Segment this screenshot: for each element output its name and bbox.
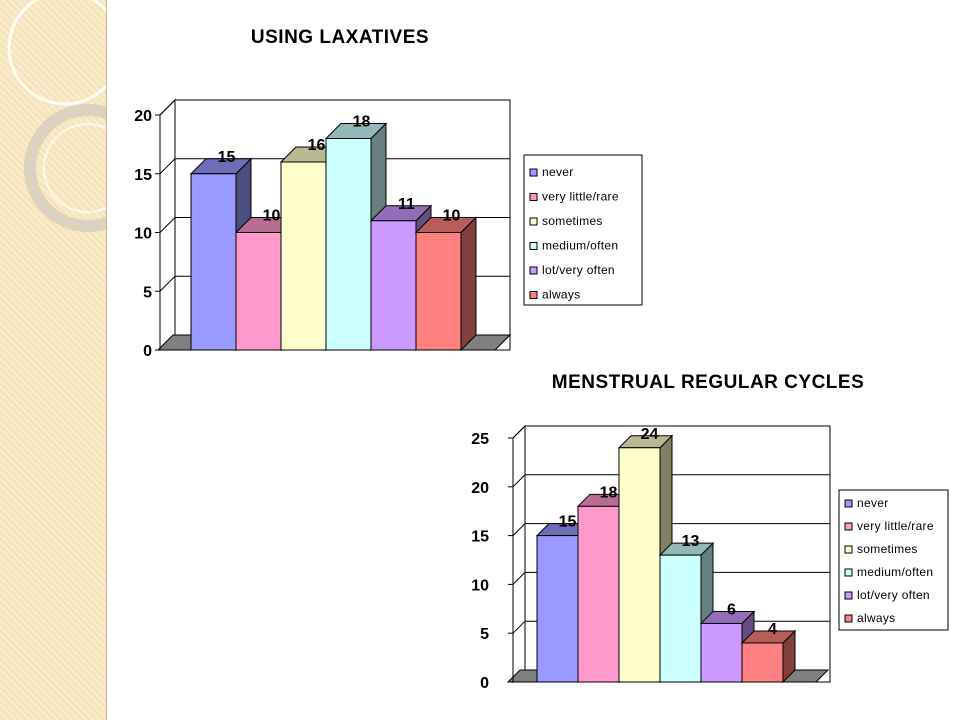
bar-front — [325, 138, 372, 351]
data-label: 6 — [727, 601, 736, 618]
plot-area: 0 5 10 15 20 25 15 18 24 13 6 4 never very little/rar… — [471, 424, 949, 692]
legend-swatch — [844, 591, 853, 600]
legend-label: never — [857, 496, 889, 510]
bar-front — [280, 161, 327, 351]
y-tick-label: 20 — [471, 480, 489, 497]
legend-label: sometimes — [857, 542, 918, 556]
legend-swatch — [844, 522, 853, 531]
bar-front — [370, 220, 417, 351]
data-label: 10 — [443, 208, 461, 225]
legend-swatch — [529, 168, 538, 177]
bar-front — [235, 232, 282, 351]
plot-area: 0 5 10 15 20 15 10 16 18 11 10 never very little/rar… — [134, 98, 643, 360]
bar-front — [415, 232, 462, 351]
gridline — [512, 571, 830, 585]
bar-front — [659, 554, 702, 683]
legend: never very little/rare sometimes medium/oft… — [838, 489, 949, 631]
decorative-sidebar — [0, 0, 107, 720]
legend-swatch — [529, 242, 538, 250]
chart-menstrual-regular-cycles: MENSTRUAL REGULAR CYCLES 0 5 10 15 20 25 15 18 2… — [471, 372, 949, 692]
y-tick-label: 5 — [143, 284, 152, 301]
legend-label: medium/often — [542, 239, 618, 253]
bar — [414, 216, 478, 352]
legend-label: always — [542, 288, 580, 302]
legend-label: lot/very often — [542, 263, 615, 277]
data-label: 10 — [263, 208, 281, 225]
legend-swatch — [844, 499, 853, 508]
y-tick-label: 15 — [471, 529, 489, 546]
bar-front — [741, 642, 784, 683]
legend-swatch — [844, 568, 853, 577]
legend-label: very little/rare — [542, 190, 619, 204]
data-label: 18 — [353, 114, 371, 131]
bar-front — [618, 447, 661, 683]
legend: never very little/rare sometimes medium/oft… — [523, 154, 643, 306]
legend-box — [523, 154, 643, 306]
chart-using-laxatives: USING LAXATIVES 0 5 10 15 20 15 10 16 18 11 10 neve… — [134, 27, 643, 360]
gridline — [512, 474, 830, 488]
bar — [740, 629, 797, 684]
y-tick-label: 15 — [134, 167, 152, 184]
legend-swatch — [529, 217, 538, 226]
decorative-circles — [7, 0, 106, 232]
bar-front — [536, 535, 579, 683]
y-tick-label: 25 — [471, 431, 489, 448]
legend-swatch — [844, 545, 853, 554]
bar-side — [460, 216, 477, 352]
bar — [658, 541, 715, 684]
legend-label: very little/rare — [857, 519, 934, 533]
bar-front — [190, 173, 237, 351]
legend-swatch — [529, 266, 538, 275]
legend-label: always — [857, 611, 895, 625]
gridline — [159, 158, 510, 175]
y-tick-label: 0 — [143, 343, 152, 360]
legend-label: never — [542, 165, 574, 179]
bar-front — [577, 505, 620, 683]
legend-label: medium/often — [857, 565, 933, 579]
y-tick-label: 20 — [134, 108, 152, 125]
bar-front — [700, 622, 743, 683]
chart-title: USING LAXATIVES — [251, 27, 429, 48]
data-label: 15 — [218, 149, 236, 166]
legend-label: lot/very often — [857, 588, 930, 602]
gridline — [159, 99, 510, 116]
y-tick-label: 5 — [480, 626, 489, 643]
data-label: 11 — [398, 196, 415, 213]
data-label: 4 — [768, 621, 777, 638]
y-tick-label: 0 — [480, 675, 489, 692]
data-label: 24 — [641, 426, 659, 443]
data-label: 18 — [600, 484, 618, 501]
data-label: 13 — [682, 533, 700, 550]
y-tick-label: 10 — [134, 226, 152, 243]
legend-label: sometimes — [542, 214, 603, 228]
legend-swatch — [529, 291, 538, 299]
data-label: 15 — [559, 514, 577, 531]
chart-title: MENSTRUAL REGULAR CYCLES — [552, 372, 865, 393]
legend-swatch — [529, 193, 538, 201]
data-label: 16 — [308, 137, 326, 154]
legend-swatch — [844, 614, 853, 623]
gridline — [512, 523, 830, 536]
gridline — [512, 425, 830, 439]
legend-box — [838, 489, 949, 631]
side-wall — [512, 424, 526, 684]
y-tick-label: 10 — [471, 577, 489, 594]
